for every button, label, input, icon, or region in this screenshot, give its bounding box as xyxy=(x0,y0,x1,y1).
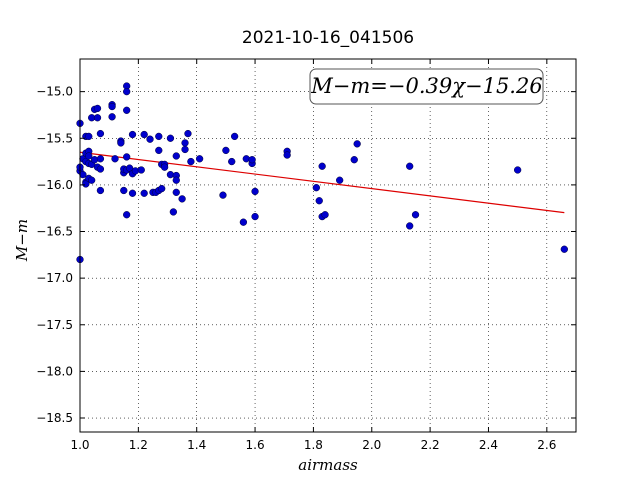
data-point xyxy=(560,245,568,253)
data-point xyxy=(239,218,248,226)
data-point xyxy=(166,134,175,142)
y-tick-label: −18.5 xyxy=(36,411,73,425)
data-points xyxy=(76,82,568,264)
y-tick-label: −15.5 xyxy=(36,131,73,145)
data-point xyxy=(125,164,134,172)
data-point xyxy=(111,155,119,163)
data-point xyxy=(128,189,137,197)
data-point xyxy=(172,188,180,196)
x-tick-label: 2.4 xyxy=(479,438,498,452)
data-point xyxy=(315,197,323,205)
plot-frame xyxy=(79,58,577,433)
data-point xyxy=(513,166,522,174)
data-point xyxy=(251,187,259,196)
data-point xyxy=(108,102,116,111)
data-point xyxy=(123,106,131,114)
x-tick-label: 1.6 xyxy=(246,438,265,452)
data-point xyxy=(187,157,195,166)
data-point xyxy=(123,153,131,161)
data-point xyxy=(85,152,93,160)
data-point xyxy=(195,155,204,163)
data-point xyxy=(146,135,154,143)
x-tick-label: 2.6 xyxy=(537,438,556,452)
data-point xyxy=(93,104,102,113)
data-point xyxy=(79,170,87,179)
y-tick-label: −17.5 xyxy=(36,318,73,332)
data-point xyxy=(181,139,189,147)
data-point xyxy=(222,146,230,155)
data-point xyxy=(318,162,326,170)
data-point xyxy=(353,140,361,148)
data-point xyxy=(93,114,102,122)
axis-tick-labels: 1.0 1.2 1.4 1.6 1.8 2.0 2.2 2.4 2.6 −15.0 −15.5 −16… xyxy=(36,85,556,452)
data-point xyxy=(123,211,131,219)
data-point xyxy=(96,155,105,163)
y-axis-label: M−m xyxy=(13,219,31,262)
data-point xyxy=(172,176,180,184)
annotation-box xyxy=(309,68,544,105)
y-tick-label: −17.0 xyxy=(36,271,73,285)
data-point xyxy=(411,211,420,219)
data-point xyxy=(120,186,128,195)
data-point xyxy=(172,152,180,160)
y-tick-label: −16.5 xyxy=(36,225,73,239)
data-point xyxy=(160,163,169,171)
x-tick-label: 1.4 xyxy=(187,438,206,452)
data-point xyxy=(140,189,148,197)
data-point xyxy=(117,139,125,147)
data-point xyxy=(178,195,186,203)
x-tick-label: 1.2 xyxy=(129,438,148,452)
data-point xyxy=(248,156,256,164)
data-point xyxy=(181,145,189,154)
data-point xyxy=(155,132,163,141)
data-point xyxy=(230,132,239,141)
data-point xyxy=(155,146,163,155)
data-point xyxy=(158,184,166,193)
y-tick-label: −18.0 xyxy=(36,364,73,378)
data-point xyxy=(219,191,227,199)
data-point xyxy=(228,157,236,166)
y-tick-label: −16.0 xyxy=(36,178,73,192)
data-point xyxy=(140,130,148,139)
data-point xyxy=(137,166,145,174)
data-point xyxy=(123,87,131,96)
x-tick-label: 1.8 xyxy=(304,438,323,452)
data-point xyxy=(283,151,291,159)
data-point xyxy=(406,222,414,230)
y-tick-label: −15.0 xyxy=(36,85,73,99)
data-point xyxy=(96,165,105,173)
data-point xyxy=(108,113,116,121)
x-tick-label: 1.0 xyxy=(70,438,89,452)
data-point xyxy=(82,180,90,188)
x-axis-label: airmass xyxy=(298,456,358,474)
data-point xyxy=(85,132,93,141)
data-point xyxy=(406,162,414,170)
axis-ticks xyxy=(79,59,576,432)
x-tick-label: 2.2 xyxy=(421,438,440,452)
data-point xyxy=(88,176,96,184)
data-point xyxy=(96,129,105,138)
annotation-text: M−m=−0.39χ−15.26 xyxy=(310,74,542,98)
x-tick-label: 2.0 xyxy=(362,438,381,452)
data-point xyxy=(169,208,178,216)
data-point xyxy=(350,156,358,164)
chart-title: 2021-10-16_041506 xyxy=(242,28,414,48)
equation-annotation: M−m=−0.39χ−15.26 xyxy=(309,68,544,105)
data-point xyxy=(96,186,105,195)
data-point xyxy=(321,211,329,219)
data-point xyxy=(184,129,192,138)
data-point xyxy=(251,212,259,221)
data-point xyxy=(336,176,344,184)
data-point xyxy=(128,130,137,139)
data-point xyxy=(312,184,320,192)
